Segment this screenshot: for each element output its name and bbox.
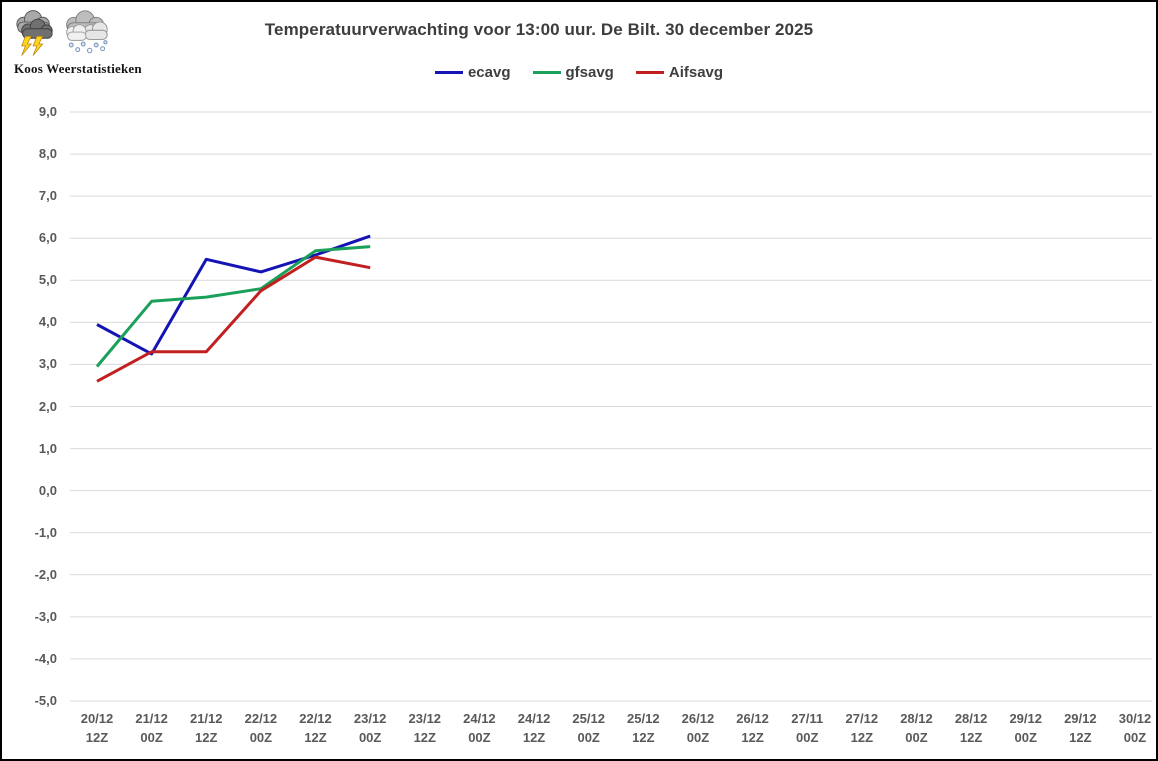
- y-tick-label: 3,0: [38, 356, 57, 372]
- x-tick-hour: 00Z: [1123, 730, 1147, 745]
- x-tick-label: 28/12 12Z: [943, 709, 999, 747]
- legend-item-ecavg: ecavg: [434, 64, 511, 81]
- x-tick-hour: 12Z: [304, 730, 327, 745]
- x-tick-date: 22/12: [244, 711, 278, 726]
- x-tick-hour: 00Z: [686, 730, 710, 745]
- y-tick-label: 1,0: [38, 440, 57, 456]
- x-tick-date: 29/12: [1064, 711, 1097, 726]
- x-tick-date: 20/12: [80, 711, 114, 726]
- y-tick-label: -5,0: [34, 693, 57, 708]
- x-tick-date: 24/12: [463, 711, 496, 726]
- x-tick-label: 24/12 00Z: [451, 709, 507, 747]
- x-tick-label: 27/11 00Z: [779, 709, 835, 747]
- x-tick-label: 24/12 12Z: [506, 709, 562, 747]
- x-tick-date: 27/11: [791, 711, 824, 726]
- x-tick-label: 20/12 12Z: [69, 709, 125, 747]
- logo-text: Koos Weerstatistieken: [14, 61, 142, 76]
- y-tick-label: 2,0: [38, 398, 57, 414]
- x-tick-hour: 12Z: [1069, 730, 1092, 745]
- Aifsavg-line: [96, 255, 371, 383]
- x-tick-label: 30/12 00Z: [1107, 709, 1156, 747]
- storm-clouds-icon: [16, 10, 53, 56]
- y-tick-label: 8,0: [38, 146, 57, 162]
- y-tick-label: -3,0: [34, 608, 57, 624]
- x-tick-date: 29/12: [1009, 711, 1042, 726]
- x-tick-label: 28/12 00Z: [888, 709, 944, 747]
- x-tick-date: 26/12: [681, 711, 715, 726]
- x-tick-label: 23/12 00Z: [342, 709, 398, 747]
- x-tick-hour: 12Z: [741, 730, 764, 745]
- y-tick-label: 6,0: [38, 230, 57, 246]
- x-tick-date: 23/12: [353, 711, 387, 726]
- x-tick-hour: 00Z: [577, 730, 600, 745]
- logo-icons: [14, 10, 164, 57]
- x-tick-hour: 12Z: [632, 730, 655, 745]
- x-tick-date: 26/12: [736, 711, 769, 726]
- x-tick-hour: 12Z: [85, 730, 109, 745]
- x-tick-label: 21/12 00Z: [124, 709, 180, 747]
- x-tick-hour: 12Z: [850, 730, 874, 745]
- legend-swatch-gfsavg: [532, 71, 561, 74]
- lightning-bolts: [21, 35, 44, 56]
- x-tick-date: 25/12: [572, 711, 605, 726]
- x-tick-hour: 00Z: [796, 730, 819, 745]
- x-tick-hour: 12Z: [959, 730, 983, 745]
- x-tick-date: 23/12: [408, 711, 442, 726]
- snow-clouds-icon: [66, 10, 108, 54]
- x-tick-date: 28/12: [900, 711, 933, 726]
- x-tick-label: 23/12 12Z: [397, 709, 453, 747]
- x-tick-hour: 00Z: [358, 730, 382, 745]
- x-tick-date: 25/12: [627, 711, 660, 726]
- x-tick-label: 29/12 00Z: [998, 709, 1054, 747]
- x-tick-hour: 00Z: [1014, 730, 1037, 745]
- x-tick-label: 22/12 00Z: [233, 709, 289, 747]
- y-tick-label: 0,0: [38, 482, 57, 498]
- x-tick-label: 25/12 12Z: [615, 709, 671, 747]
- x-tick-hour: 00Z: [468, 730, 491, 745]
- x-tick-date: 28/12: [954, 711, 988, 726]
- x-tick-hour: 00Z: [140, 730, 163, 745]
- x-tick-label: 22/12 12Z: [288, 709, 344, 747]
- legend-label-ecavg: ecavg: [467, 64, 511, 81]
- legend-label-Aifsavg: Aifsavg: [668, 64, 724, 81]
- x-tick-date: 22/12: [299, 711, 332, 726]
- legend-label-gfsavg: gfsavg: [565, 64, 614, 81]
- x-tick-label: 26/12 00Z: [670, 709, 726, 747]
- x-tick-label: 27/12 12Z: [834, 709, 890, 747]
- chart-title: Temperatuurverwachting voor 13:00 uur. D…: [264, 20, 814, 39]
- x-tick-date: 27/12: [845, 711, 879, 726]
- legend-swatch-Aifsavg: [635, 71, 664, 74]
- legend-swatch-ecavg: [434, 71, 463, 74]
- x-tick-label: 29/12 12Z: [1052, 709, 1108, 747]
- legend-item-Aifsavg: Aifsavg: [635, 64, 724, 81]
- x-tick-hour: 12Z: [413, 730, 436, 745]
- x-tick-date: 30/12: [1118, 711, 1152, 726]
- logo: Koos Weerstatistieken: [14, 10, 164, 77]
- x-tick-label: 21/12 12Z: [178, 709, 234, 747]
- y-tick-label: 4,0: [38, 314, 57, 330]
- y-tick-label: 9,0: [38, 104, 57, 119]
- x-tick-hour: 12Z: [522, 730, 546, 745]
- chart-legend: ecavg gfsavg Aifsavg: [2, 64, 1156, 81]
- x-tick-hour: 12Z: [195, 730, 218, 745]
- y-tick-label: -4,0: [34, 650, 57, 666]
- x-tick-label: 26/12 12Z: [725, 709, 781, 747]
- y-tick-label: -2,0: [34, 566, 57, 582]
- x-tick-date: 24/12: [517, 711, 551, 726]
- legend-item-gfsavg: gfsavg: [532, 64, 614, 81]
- ecavg-line: [96, 234, 371, 356]
- snow-dots: [68, 40, 108, 54]
- gfsavg-line: [95, 245, 371, 368]
- y-tick-label: 7,0: [38, 188, 57, 204]
- x-tick-label: 25/12 00Z: [561, 709, 617, 747]
- x-tick-hour: 00Z: [905, 730, 928, 745]
- x-tick-date: 21/12: [135, 711, 168, 726]
- y-tick-label: -1,0: [34, 524, 57, 540]
- x-tick-hour: 00Z: [249, 730, 273, 745]
- y-tick-label: 5,0: [38, 272, 57, 288]
- x-tick-date: 21/12: [189, 711, 223, 726]
